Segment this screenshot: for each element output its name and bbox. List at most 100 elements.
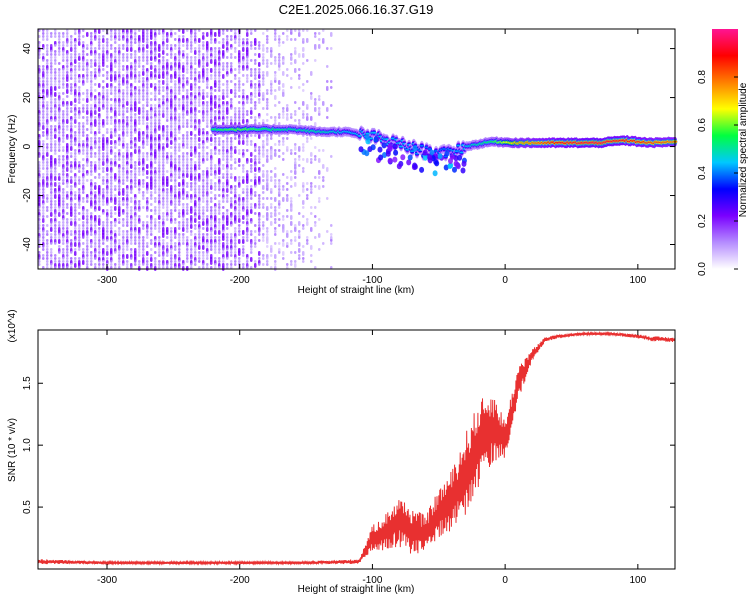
noise-cell [246,101,249,104]
noise-cell [270,197,273,200]
noise-cell [50,134,53,137]
noise-cell [50,113,53,116]
noise-cell [162,104,165,107]
noise-cell [146,170,149,175]
noise-cell [290,215,293,220]
noise-cell [70,140,73,143]
noise-cell [266,41,269,44]
noise-cell [126,134,129,137]
noise-cell [170,62,173,65]
noise-cell [274,62,277,65]
noise-cell [230,164,233,167]
noise-cell [294,182,297,187]
noise-cell [174,32,177,35]
noise-cell [130,77,133,80]
noise-cell [70,44,73,47]
noise-cell [62,158,65,161]
noise-cell [130,89,133,92]
noise-cell [114,146,117,149]
noise-cell [46,233,49,236]
noise-cell [226,158,229,161]
noise-cell [254,107,257,110]
noise-cell [86,197,89,200]
noise-cell [58,71,61,74]
noise-cell [126,53,129,56]
noise-cell [106,227,109,230]
noise-cell [266,206,269,211]
noise-cell [90,104,93,107]
noise-cell [158,251,161,254]
noise-cell [138,59,141,62]
noise-cell [318,98,321,101]
noise-cell [94,107,97,110]
noise-cell [234,107,237,110]
noise-cell [130,146,133,149]
noise-cell [234,119,237,122]
noise-cell [42,209,45,212]
noise-cell [58,47,61,50]
noise-cell [302,89,305,92]
noise-cell [178,182,181,187]
noise-cell [214,182,217,185]
noise-cell [106,224,109,227]
noise-cell [42,110,45,113]
noise-cell [158,212,161,215]
noise-cell [102,86,105,89]
noise-cell [274,119,277,122]
noise-cell [266,239,269,244]
noise-cell [126,146,129,149]
noise-cell [62,212,65,215]
noise-cell [130,212,133,215]
noise-cell [102,47,105,50]
noise-cell [214,77,217,80]
noise-cell [222,206,225,209]
noise-cell [146,86,149,89]
noise-cell [186,125,189,128]
noise-cell [86,263,89,266]
noise-cell [82,209,85,212]
noise-cell [114,194,117,197]
noise-cell [254,74,257,77]
noise-cell [202,62,205,65]
noise-cell [274,182,277,185]
noise-cell [58,41,61,44]
noise-cell [246,236,249,239]
noise-cell [154,251,157,254]
noise-cell [106,47,109,50]
noise-cell [46,224,49,227]
noise-cell [214,119,217,122]
noise-cell [102,35,105,38]
noise-cell [126,248,129,251]
noise-cell [250,242,253,245]
noise-cell [62,179,65,182]
noise-cell [70,59,73,62]
noise-cell [98,227,101,230]
noise-cell [226,176,229,179]
noise-cell [74,53,77,56]
noise-cell [170,155,173,158]
noise-cell [250,245,253,248]
noise-cell [138,71,141,74]
noise-cell [282,116,285,119]
noise-cell [178,215,181,218]
noise-cell [162,113,165,118]
noise-cell [266,65,269,68]
noise-cell [118,35,121,38]
noise-cell [186,185,189,188]
noise-cell [178,59,181,62]
noise-cell [118,212,121,217]
noise-cell [74,149,77,152]
noise-cell [162,200,165,203]
noise-cell [238,149,241,152]
noise-cell [194,110,197,113]
noise-cell [146,128,149,131]
noise-cell [90,233,93,236]
noise-cell [194,260,197,263]
noise-cell [262,140,265,143]
noise-cell [42,254,45,257]
noise-cell [178,131,181,134]
noise-cell [306,197,309,200]
noise-cell [178,227,181,230]
noise-cell [162,110,165,113]
noise-cell [150,65,153,70]
